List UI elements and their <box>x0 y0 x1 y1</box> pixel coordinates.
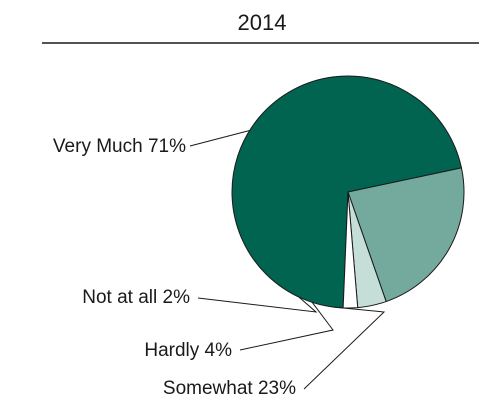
leader-line-somewhat <box>303 306 386 390</box>
slice-label-somewhat: Somewhat 23% <box>163 378 296 399</box>
chart-title: 2014 <box>238 10 287 35</box>
leader-line-hardly <box>239 302 334 351</box>
leader-line-very-much <box>189 130 250 147</box>
leader-line-not-at-all <box>197 296 318 313</box>
pie-slice-somewhat <box>347 167 465 303</box>
leader-lines <box>189 130 386 390</box>
pie-slices <box>231 75 465 309</box>
slice-label-not-at-all: Not at all 2% <box>82 287 190 308</box>
slice-label-hardly: Hardly 4% <box>144 340 232 361</box>
slice-label-very-much: Very Much 71% <box>53 136 186 157</box>
pie-slice-very-much <box>231 75 463 309</box>
